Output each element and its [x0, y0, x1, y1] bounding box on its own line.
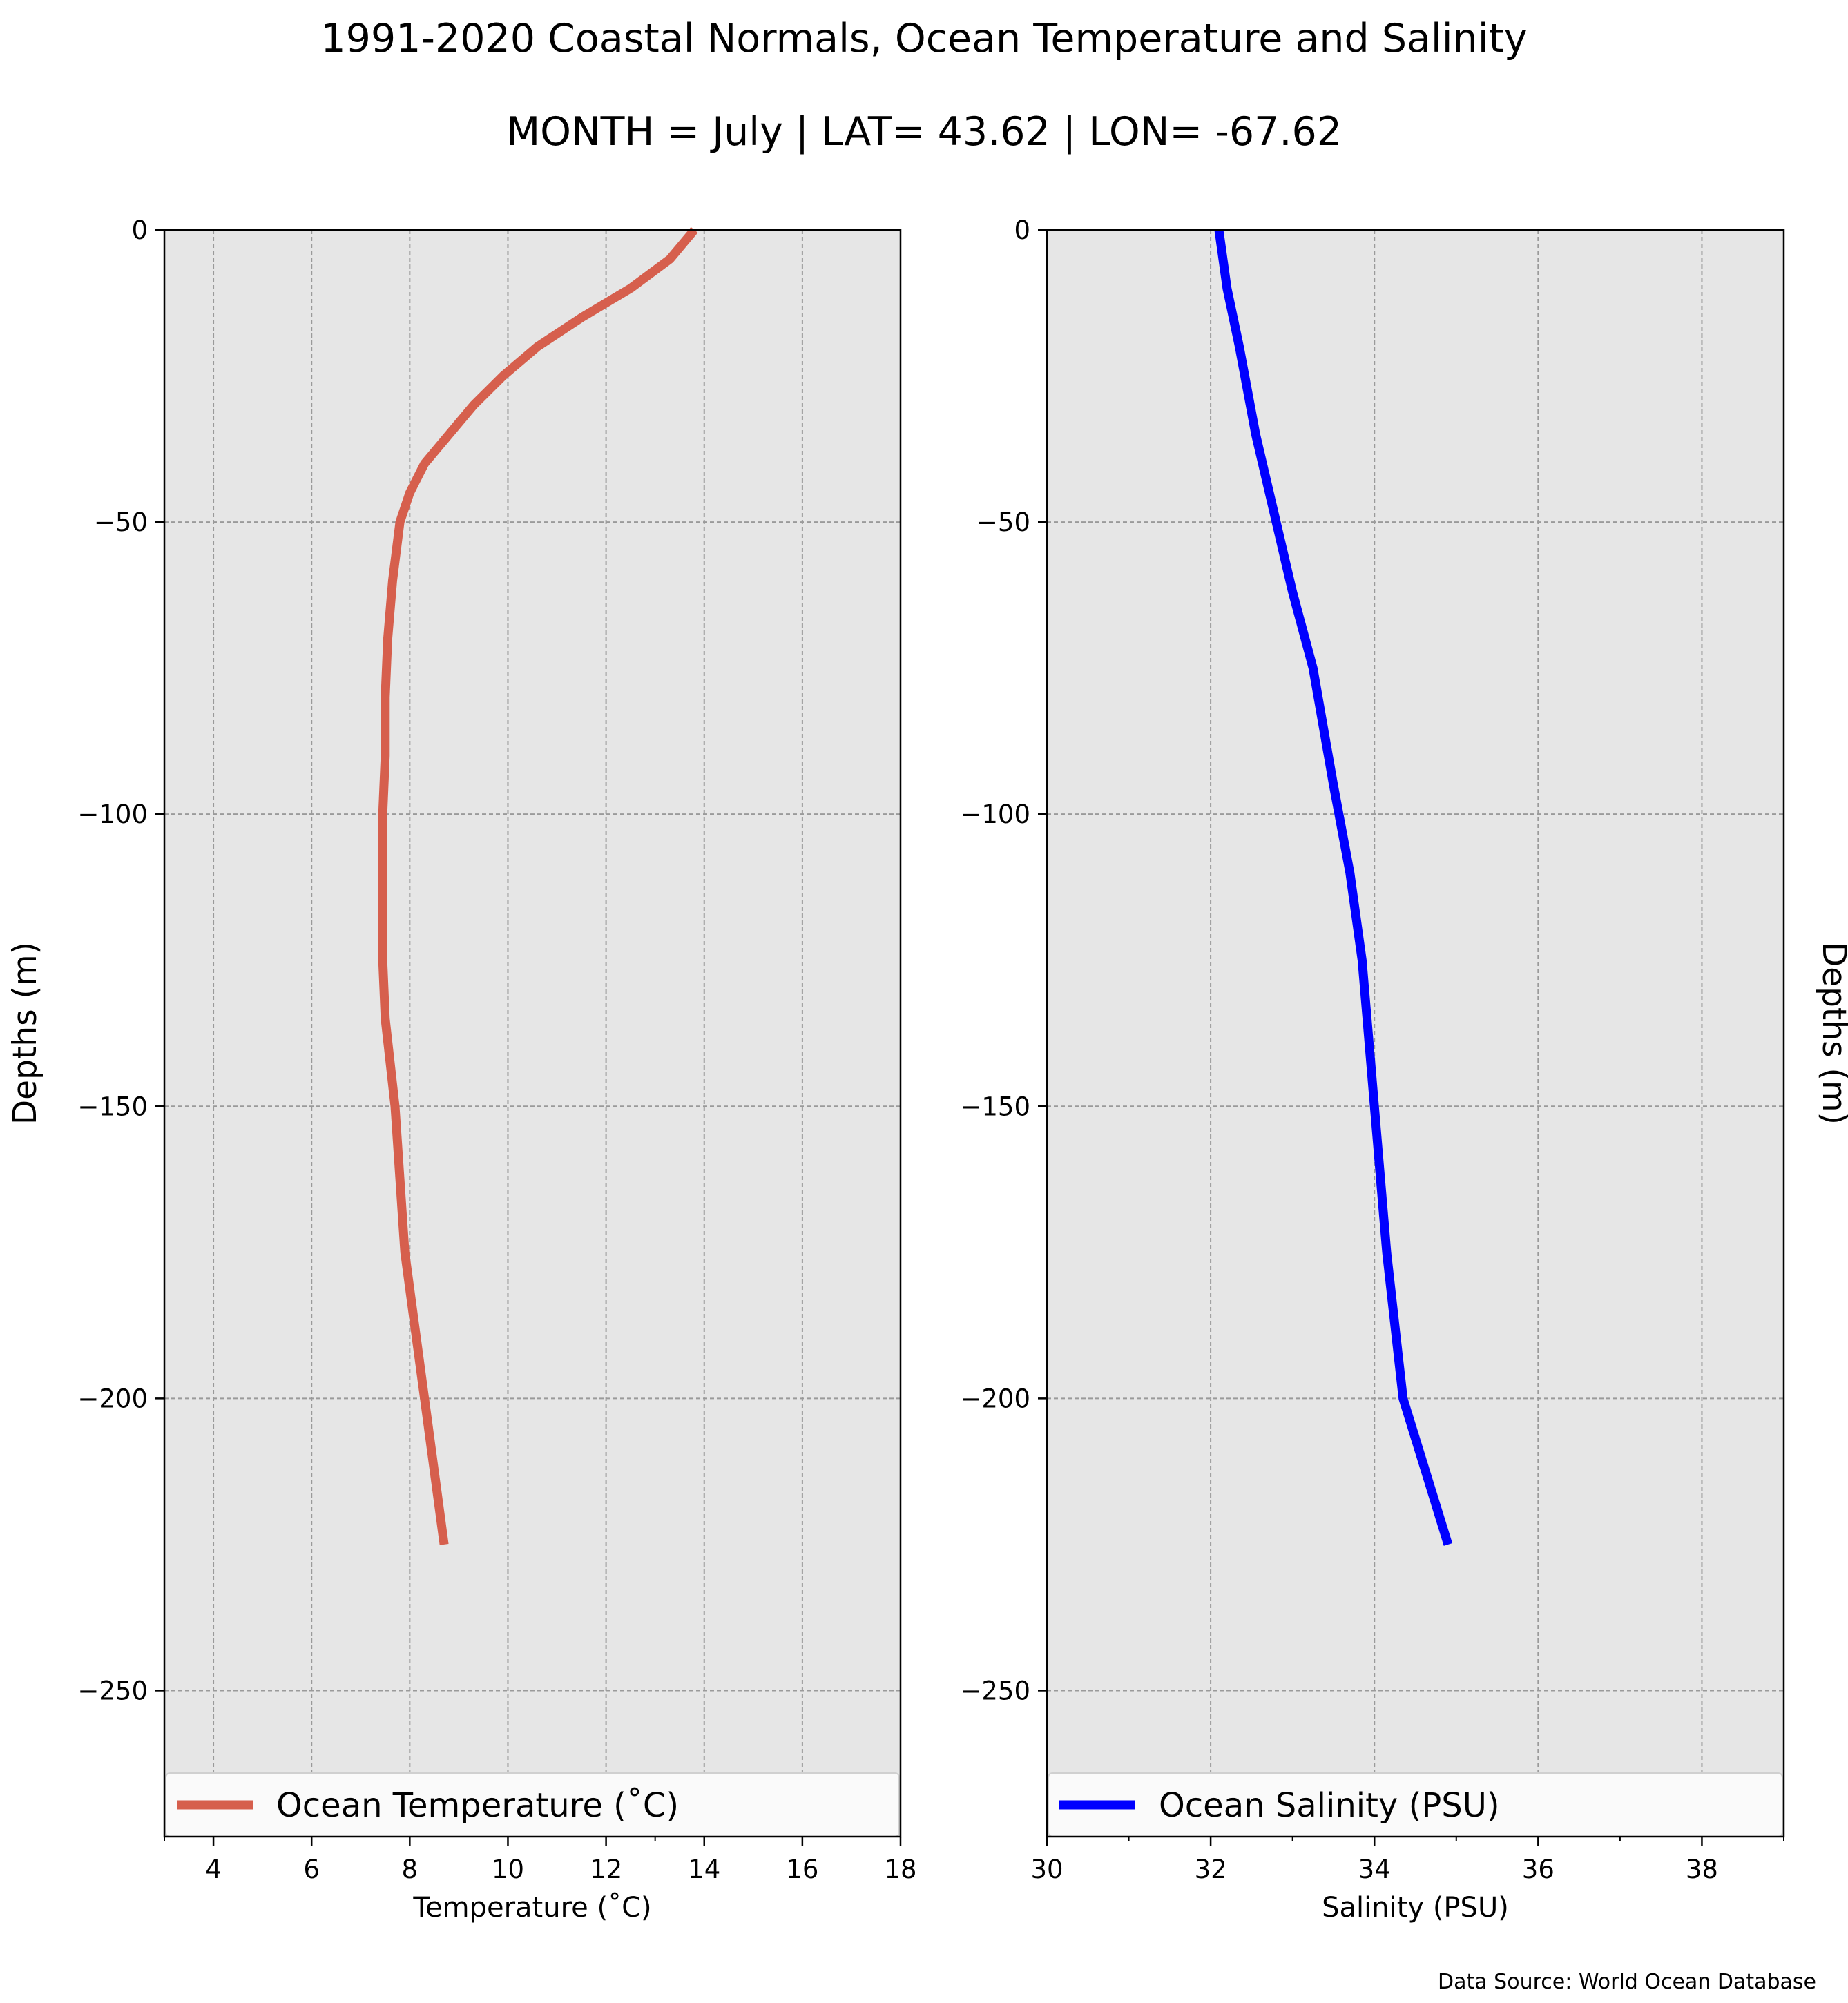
y-tick-label: −100: [960, 800, 1030, 829]
temperature-panel: Ocean Temperature (˚C) 4 6 8 10 12 14 16 18 0 −50 −…: [6, 215, 917, 1924]
y-tick-label: −200: [77, 1384, 148, 1413]
series-line: [1214, 229, 1453, 1546]
legend: Ocean Temperature (˚C): [165, 1772, 900, 1837]
x-tick-label: 34: [1358, 1855, 1391, 1884]
y-tick-label: −50: [976, 507, 1030, 537]
data-source-note: Data Source: World Ocean Database: [1438, 1970, 1816, 1994]
chart-title: 1991-2020 Coastal Normals, Ocean Tempera…: [320, 16, 1527, 61]
y-axis-label: Depths (m): [6, 942, 44, 1125]
y-tick-label: −250: [960, 1676, 1030, 1705]
salinity-panel: Ocean Salinity (PSU) 30 32 34 36 38 0 −50 −100 −1…: [960, 215, 1848, 1924]
legend-label: Ocean Salinity (PSU): [1159, 1786, 1500, 1825]
x-tick-label: 6: [303, 1855, 320, 1884]
x-tick-label: 32: [1195, 1855, 1227, 1884]
x-axis-label: Salinity (PSU): [1322, 1892, 1509, 1924]
x-tick-label: 18: [884, 1855, 916, 1884]
x-tick-label: 38: [1686, 1855, 1718, 1884]
x-tick-label: 14: [688, 1855, 720, 1884]
y-tick-label: −100: [77, 800, 148, 829]
x-axis-label: Temperature (˚C): [412, 1892, 651, 1924]
y-tick-label: 0: [131, 215, 148, 245]
x-tick-label: 4: [205, 1855, 222, 1884]
x-tick-label: 30: [1030, 1855, 1063, 1884]
y-axis-label: Depths (m): [1815, 942, 1848, 1125]
y-tick-label: −200: [960, 1384, 1030, 1413]
axes-background: [164, 230, 901, 1837]
y-tick-label: −250: [77, 1676, 148, 1705]
y-tick-label: −150: [77, 1092, 148, 1121]
axes-frame: [163, 229, 902, 1838]
y-tick-label: −150: [960, 1092, 1030, 1121]
x-tick-label: 36: [1522, 1855, 1555, 1884]
y-tick-label: 0: [1014, 215, 1030, 245]
y-tick-label: −50: [94, 507, 148, 537]
series-line: [378, 226, 698, 1545]
x-tick-label: 8: [402, 1855, 418, 1884]
axes-background: [1047, 230, 1784, 1837]
x-tick-label: 12: [590, 1855, 622, 1884]
axes-frame: [1046, 229, 1785, 1838]
legend-label: Ocean Temperature (˚C): [276, 1786, 679, 1825]
legend: Ocean Salinity (PSU): [1048, 1772, 1783, 1837]
x-tick-label: 10: [492, 1855, 524, 1884]
x-tick-label: 16: [786, 1855, 818, 1884]
chart-subtitle: MONTH = July | LAT= 43.62 | LON= -67.62: [506, 109, 1342, 155]
